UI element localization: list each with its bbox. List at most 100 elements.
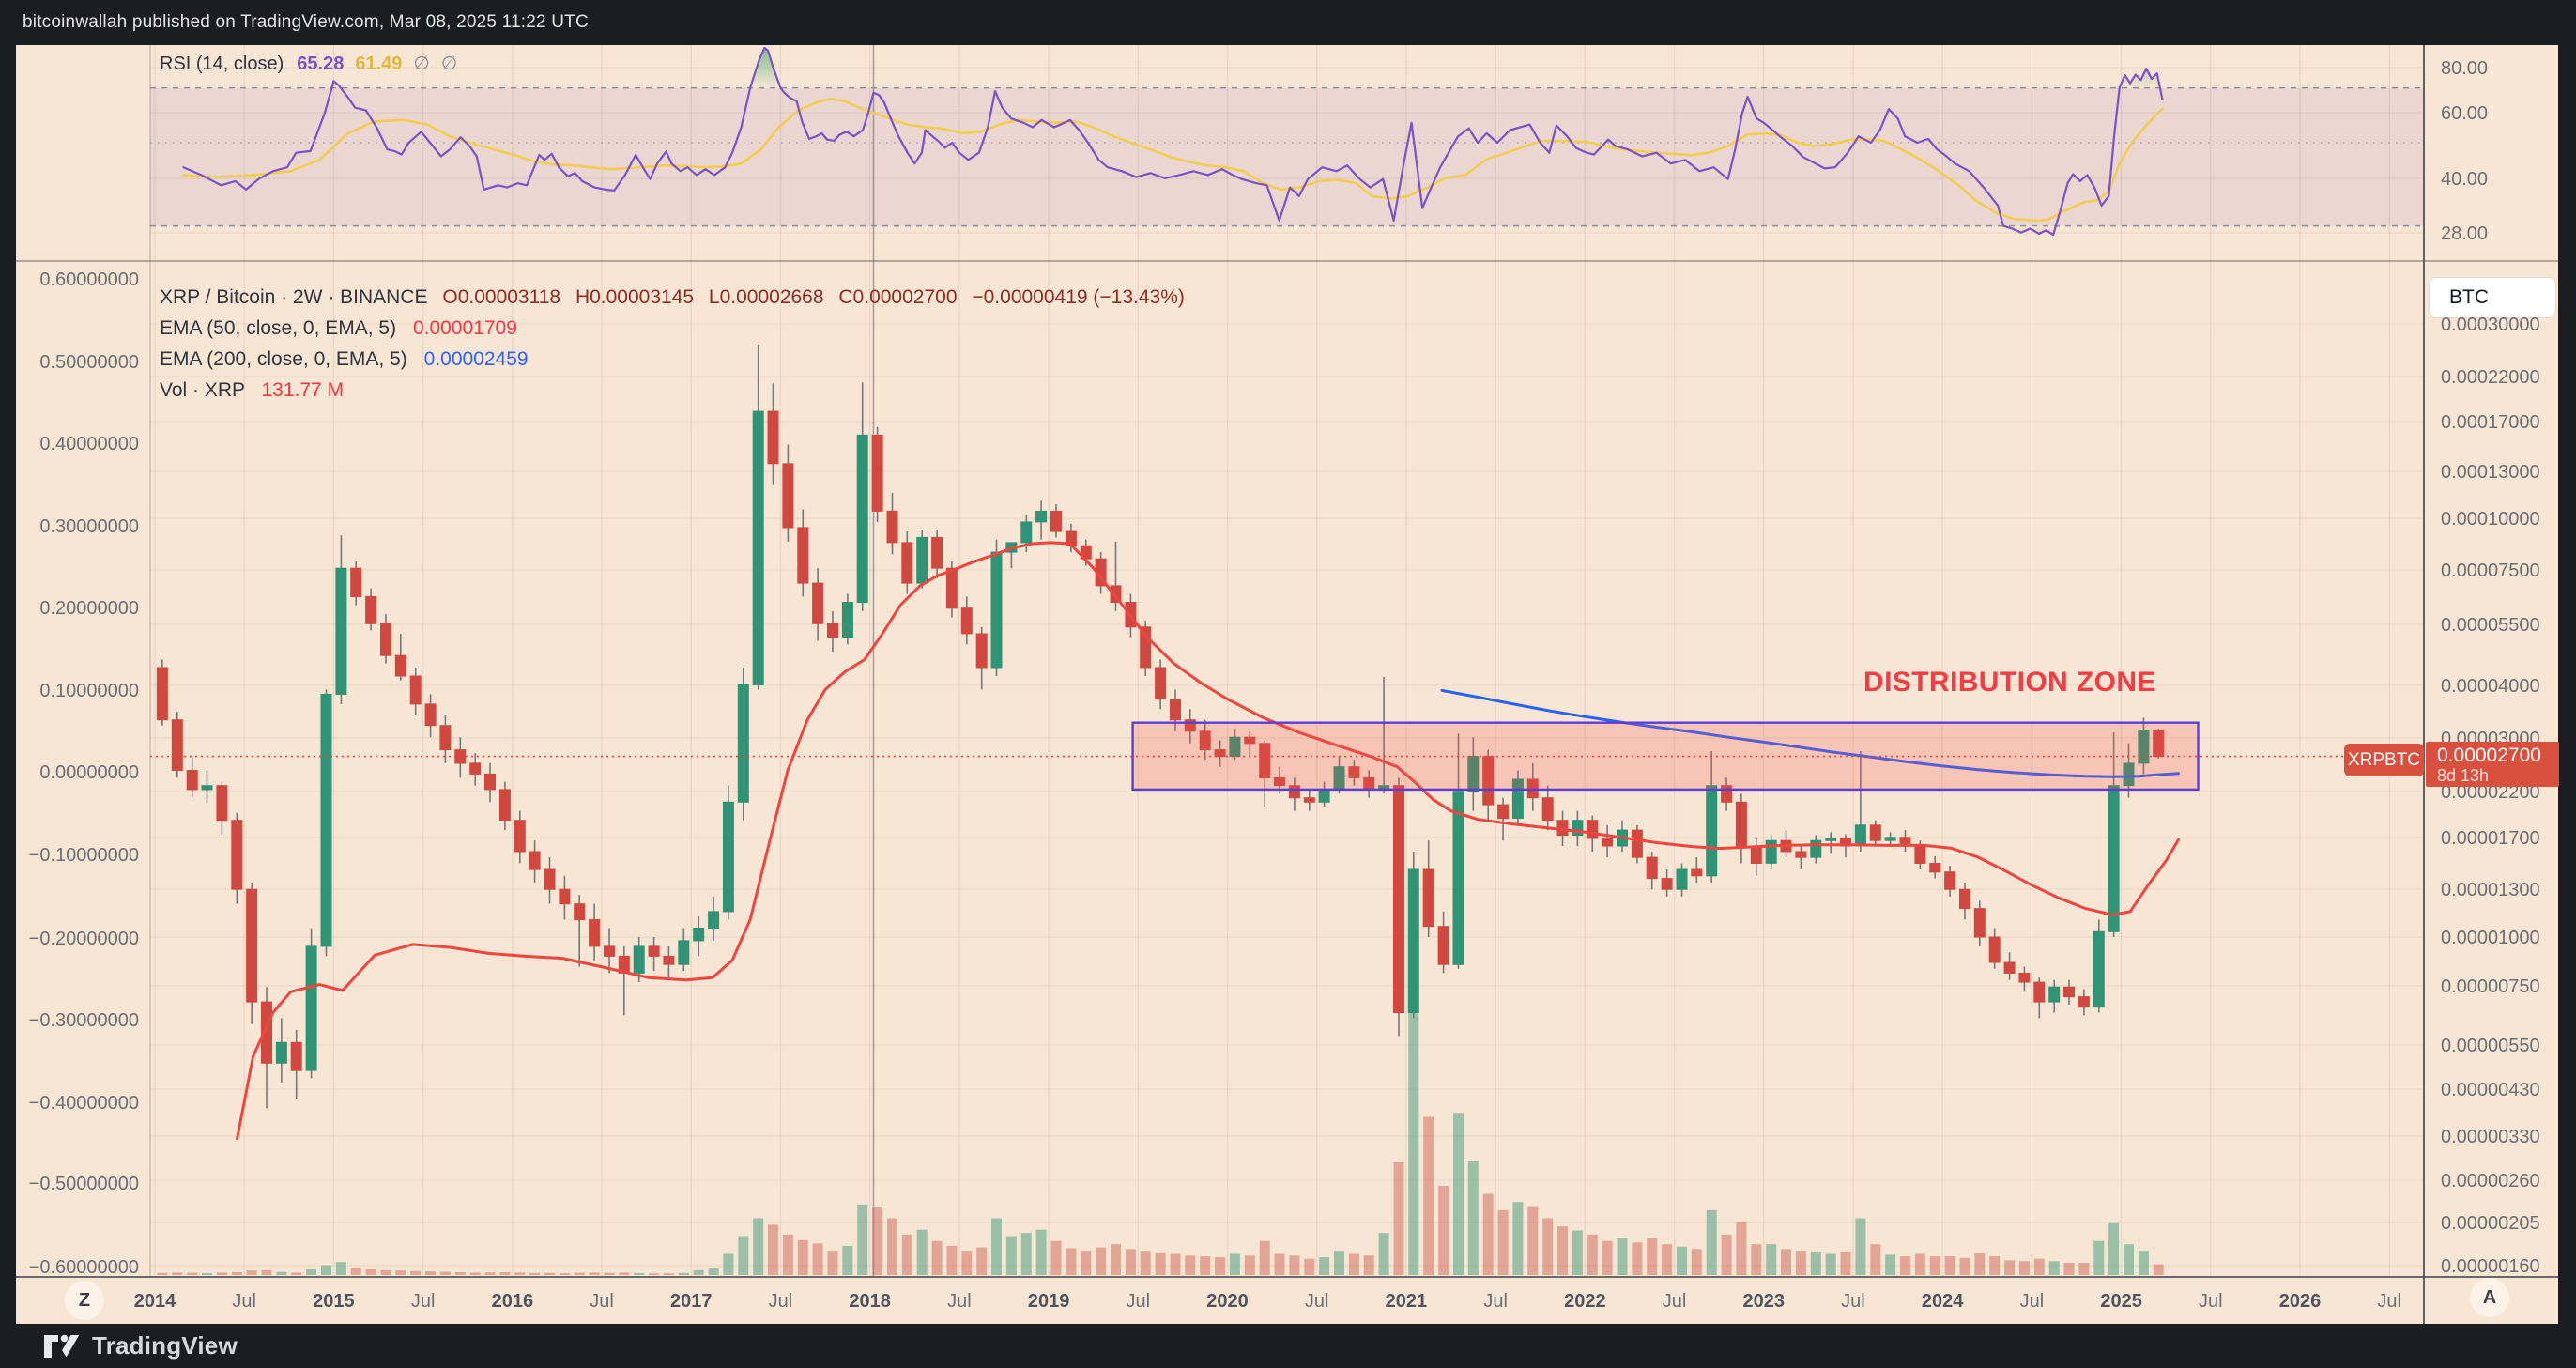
right-axis-tick: 0.00000750 (2441, 976, 2540, 997)
time-axis-tick[interactable]: Jul (1127, 1291, 1151, 1312)
time-axis-tick[interactable]: 2014 (134, 1291, 176, 1312)
rsi-band (150, 87, 2424, 226)
rsi-oversold-fill (2002, 225, 2056, 236)
time-axis-tick[interactable]: Jul (2199, 1291, 2223, 1312)
right-axis-tick: 0.00000160 (2441, 1256, 2540, 1277)
axis-labels: 0.00030000 0.00022000 0.00017000 0.00013000… (29, 58, 2540, 1312)
left-scale-mode-button[interactable]: Z (65, 1281, 104, 1320)
right-axis-tick: 0.00000205 (2441, 1213, 2540, 1234)
ema200-legend-row: EMA (200, close, 0, EMA, 5) 0.00002459 (160, 344, 1185, 375)
currency-unit-button[interactable]: BTC (2430, 278, 2555, 317)
time-axis-tick[interactable]: 2022 (1564, 1291, 1606, 1312)
bar-countdown: 8d 13h (2437, 765, 2490, 785)
ohlc-close: C0.00002700 (838, 286, 958, 308)
time-axis-tick[interactable]: 2016 (492, 1291, 534, 1312)
tradingview-brand-text[interactable]: TradingView (92, 1331, 238, 1360)
currency-unit-label: BTC (2449, 286, 2489, 308)
rsi-ma-line (182, 97, 2164, 223)
time-axis-tick[interactable]: 2024 (1922, 1291, 1964, 1312)
right-axis-tick: 0.00030000 (2441, 315, 2540, 335)
right-axis-tick: 0.00004000 (2441, 676, 2540, 697)
left-axis-tick: −0.40000000 (29, 1093, 139, 1114)
time-axis-tick[interactable]: Jul (1841, 1291, 1865, 1312)
left-axis-tick: −0.60000000 (29, 1257, 139, 1278)
right-axis-tick: 0.00017000 (2441, 412, 2540, 433)
rsi-overbought-fill (750, 48, 781, 88)
ema200-value: 0.00002459 (423, 348, 529, 370)
auto-scale-button[interactable]: A (2470, 1278, 2509, 1317)
time-axis-tick[interactable]: 2021 (1386, 1291, 1428, 1312)
right-axis-tick: 0.00005500 (2441, 615, 2540, 636)
time-axis-tick[interactable]: Jul (1305, 1291, 1329, 1312)
ema50-label: EMA (50, close, 0, EMA, 5) (160, 317, 397, 339)
time-axis-tick[interactable]: 2026 (2279, 1291, 2322, 1312)
tradingview-logo-icon[interactable] (43, 1334, 81, 1359)
time-axis-tick[interactable]: 2019 (1028, 1291, 1070, 1312)
publish-header-text: bitcoinwallah published on TradingView.c… (23, 12, 589, 32)
rsi-band-hidden-icon: ∅ (413, 54, 430, 74)
time-axis-tick[interactable]: Jul (947, 1291, 972, 1312)
ohlc-high: H0.00003145 (575, 286, 695, 308)
time-axis-tick[interactable]: 2023 (1743, 1291, 1786, 1312)
rsi-legend-title: RSI (14, close) (160, 54, 284, 74)
volume-value: 131.77 M (261, 379, 345, 401)
left-axis-tick: 0.20000000 (39, 598, 139, 619)
gridlines (150, 45, 2424, 1277)
symbol-legend[interactable]: XRP / Bitcoin · 2W · BINANCE O0.00003118… (160, 282, 1185, 406)
time-axis-tick[interactable]: Jul (2377, 1291, 2401, 1312)
time-axis-tick[interactable]: 2020 (1206, 1291, 1249, 1312)
left-axis-tick: 0.30000000 (39, 516, 139, 537)
ohlc-open: O0.00003118 (442, 286, 561, 308)
ema50-value: 0.00001709 (412, 317, 517, 339)
time-axis-tick[interactable]: 2025 (2100, 1291, 2142, 1312)
time-axis-tick[interactable]: Jul (232, 1291, 256, 1312)
left-axis-tick: 0.00000000 (39, 762, 139, 783)
ohlc-change: −0.00000419 (−13.43%) (972, 286, 1185, 308)
auto-scale-label: A (2482, 1286, 2497, 1308)
rsi-axis-tick: 28.00 (2441, 223, 2488, 244)
time-axis-tick[interactable]: 2018 (849, 1291, 891, 1312)
last-price-axis-label: 0.00002700 8d 13h (2426, 742, 2559, 787)
publish-header-bar: bitcoinwallah published on TradingView.c… (0, 0, 2576, 45)
rsi-axis-tick: 60.00 (2441, 103, 2488, 124)
right-axis-tick: 0.00000550 (2441, 1036, 2540, 1056)
left-axis-tick: −0.20000000 (29, 929, 139, 949)
symbol-title: XRP / Bitcoin · 2W · BINANCE (160, 286, 428, 308)
time-axis-tick[interactable]: Jul (590, 1291, 614, 1312)
candles (156, 344, 2165, 1109)
right-axis-tick: 0.00002200 (2441, 782, 2540, 803)
distribution-zone-label: DISTRIBUTION ZONE (1863, 667, 2156, 698)
left-axis-tick: −0.50000000 (29, 1174, 139, 1194)
right-axis-tick: 0.00000430 (2441, 1080, 2540, 1100)
time-axis-tick[interactable]: Jul (1483, 1291, 1508, 1312)
rsi-legend[interactable]: RSI (14, close) 65.28 61.49 ∅ ∅ (160, 49, 457, 80)
rsi-value: 65.28 (297, 54, 345, 74)
footer-bar: TradingView (0, 1324, 2576, 1368)
time-axis-tick[interactable]: Jul (769, 1291, 793, 1312)
ema50-line (236, 541, 2180, 1141)
time-axis-tick[interactable]: Jul (411, 1291, 436, 1312)
time-axis-tick[interactable]: Jul (2020, 1291, 2045, 1312)
symbol-legend-row: XRP / Bitcoin · 2W · BINANCE O0.00003118… (160, 282, 1185, 313)
time-axis-tick[interactable]: Jul (1663, 1291, 1687, 1312)
price-line-symbol-tag: XRPBTC (2344, 744, 2424, 776)
rsi-band-hidden-icon: ∅ (440, 54, 458, 74)
left-axis-tick: 0.60000000 (39, 269, 139, 290)
price-line-symbol-text: XRPBTC (2347, 749, 2421, 770)
right-axis-tick: 0.00007500 (2441, 561, 2540, 581)
right-axis-tick: 0.00000260 (2441, 1171, 2540, 1191)
last-price-value: 0.00002700 (2437, 744, 2541, 766)
time-axis-tick[interactable]: 2017 (670, 1291, 713, 1312)
right-axis-tick: 0.00001700 (2441, 828, 2540, 849)
left-axis-tick: 0.40000000 (39, 434, 139, 454)
time-axis-tick[interactable]: 2015 (313, 1291, 355, 1312)
right-axis-tick: 0.00000330 (2441, 1127, 2540, 1147)
rsi-line (182, 46, 2164, 237)
left-axis-tick: −0.10000000 (29, 845, 139, 866)
ema50-legend-row: EMA (50, close, 0, EMA, 5) 0.00001709 (160, 313, 1185, 344)
volume-bars (157, 1007, 2164, 1275)
right-axis-tick: 0.00001000 (2441, 928, 2540, 948)
right-axis-tick: 0.00010000 (2441, 509, 2540, 530)
